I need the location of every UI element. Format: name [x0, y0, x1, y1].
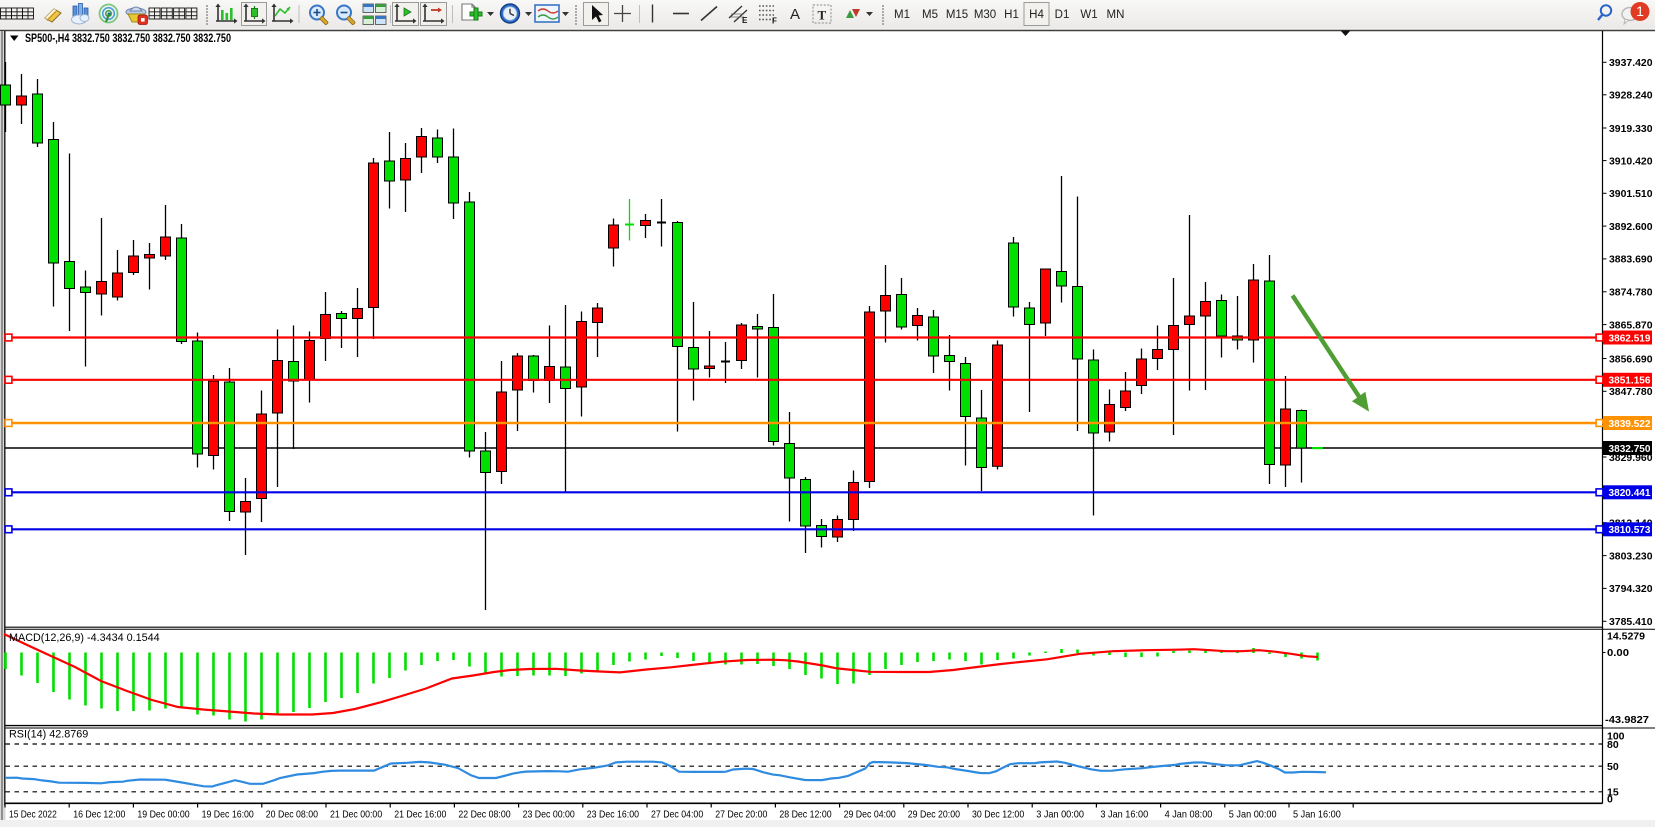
svg-text:27 Dec 04:00: 27 Dec 04:00: [651, 809, 703, 821]
svg-text:W1: W1: [1080, 9, 1097, 21]
svg-text:3862.519: 3862.519: [1609, 332, 1651, 344]
svg-text:T: T: [818, 8, 827, 23]
svg-text:28 Dec 12:00: 28 Dec 12:00: [779, 809, 831, 821]
svg-text:16 Dec 12:00: 16 Dec 12:00: [73, 809, 125, 821]
svg-text:-43.9827: -43.9827: [1605, 714, 1649, 726]
svg-text:22 Dec 08:00: 22 Dec 08:00: [458, 809, 510, 821]
svg-text:5 Jan 00:00: 5 Jan 00:00: [1229, 809, 1277, 821]
svg-text:15 Dec 2022: 15 Dec 2022: [9, 809, 57, 821]
svg-text:5 Jan 16:00: 5 Jan 16:00: [1293, 809, 1341, 821]
svg-text:A: A: [790, 6, 800, 23]
svg-text:50: 50: [1607, 761, 1619, 773]
svg-text:100: 100: [1607, 731, 1625, 743]
svg-text:H4: H4: [1029, 9, 1044, 21]
svg-text:3851.156: 3851.156: [1609, 375, 1651, 387]
svg-text:3874.780: 3874.780: [1609, 287, 1653, 299]
svg-text:H1: H1: [1004, 9, 1019, 21]
svg-text:21 Dec 16:00: 21 Dec 16:00: [394, 809, 446, 821]
svg-text:3865.870: 3865.870: [1609, 319, 1653, 331]
svg-text:21 Dec 00:00: 21 Dec 00:00: [330, 809, 382, 821]
svg-text:SP500-,H4 3832.750 3832.750 3: SP500-,H4 3832.750 3832.750 3832.750 383…: [25, 32, 231, 45]
svg-text:M15: M15: [946, 9, 968, 21]
svg-text:3937.420: 3937.420: [1609, 57, 1653, 69]
svg-text:29 Dec 20:00: 29 Dec 20:00: [908, 809, 960, 821]
svg-text:3839.522: 3839.522: [1609, 418, 1651, 430]
svg-text:3910.420: 3910.420: [1609, 155, 1653, 167]
svg-text:M5: M5: [922, 9, 938, 21]
svg-text:20 Dec 08:00: 20 Dec 08:00: [266, 809, 318, 821]
svg-text:3832.750: 3832.750: [1609, 443, 1651, 455]
svg-text:3892.600: 3892.600: [1609, 221, 1653, 233]
svg-text:3803.230: 3803.230: [1609, 550, 1653, 562]
svg-text:3847.780: 3847.780: [1609, 386, 1653, 398]
svg-text:3 Jan 16:00: 3 Jan 16:00: [1100, 809, 1148, 821]
svg-text:14.5279: 14.5279: [1607, 631, 1645, 643]
svg-text:MACD(12,26,9) -4.3434 0.1544: MACD(12,26,9) -4.3434 0.1544: [9, 632, 160, 644]
svg-text:3919.330: 3919.330: [1609, 123, 1653, 135]
svg-text:0.00: 0.00: [1607, 647, 1629, 659]
svg-text:3820.441: 3820.441: [1609, 487, 1651, 499]
svg-text:MN: MN: [1107, 9, 1125, 21]
svg-text:3928.240: 3928.240: [1609, 90, 1653, 102]
svg-text:F: F: [772, 17, 777, 26]
svg-text:0: 0: [1607, 794, 1613, 806]
svg-text:15: 15: [1607, 787, 1619, 799]
svg-text:M30: M30: [974, 9, 996, 21]
svg-text:E: E: [742, 16, 748, 25]
svg-text:19 Dec 16:00: 19 Dec 16:00: [202, 809, 254, 821]
svg-text:3 Jan 00:00: 3 Jan 00:00: [1036, 809, 1084, 821]
svg-text:1: 1: [1636, 3, 1644, 19]
svg-text:RSI(14) 42.8769: RSI(14) 42.8769: [9, 729, 88, 741]
svg-text:3856.690: 3856.690: [1609, 353, 1653, 365]
svg-text:3883.690: 3883.690: [1609, 254, 1653, 266]
svg-text:D1: D1: [1055, 9, 1070, 21]
svg-text:27 Dec 20:00: 27 Dec 20:00: [715, 809, 767, 821]
svg-text:29 Dec 04:00: 29 Dec 04:00: [844, 809, 896, 821]
svg-text:19 Dec 00:00: 19 Dec 00:00: [137, 809, 189, 821]
svg-text:4 Jan 08:00: 4 Jan 08:00: [1165, 809, 1213, 821]
svg-text:23 Dec 00:00: 23 Dec 00:00: [523, 809, 575, 821]
svg-text:3785.410: 3785.410: [1609, 616, 1653, 628]
svg-text:23 Dec 16:00: 23 Dec 16:00: [587, 809, 639, 821]
svg-text:3810.573: 3810.573: [1609, 524, 1651, 536]
svg-text:3901.510: 3901.510: [1609, 188, 1653, 200]
svg-text:30 Dec 12:00: 30 Dec 12:00: [972, 809, 1024, 821]
svg-text:3794.320: 3794.320: [1609, 583, 1653, 595]
svg-text:M1: M1: [894, 9, 910, 21]
svg-text:80: 80: [1607, 739, 1619, 751]
